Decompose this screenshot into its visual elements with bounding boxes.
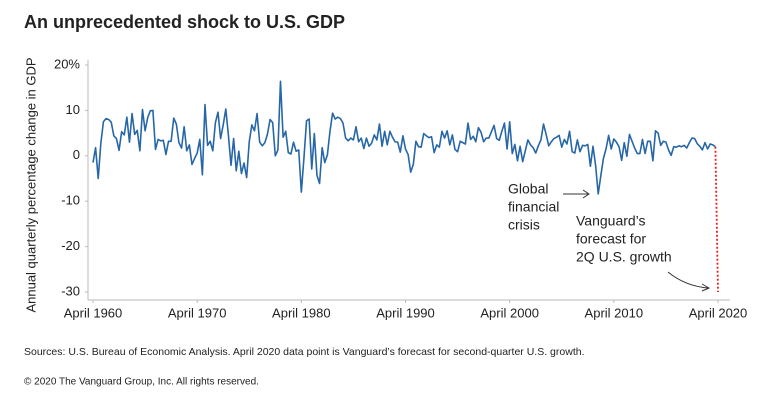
annotation-line: crisis (508, 217, 540, 233)
source-note: Sources: U.S. Bureau of Economic Analysi… (24, 346, 585, 358)
y-tick-label: -30 (61, 283, 80, 298)
chart-title: An unprecedented shock to U.S. GDP (24, 12, 345, 32)
x-tick-label: April 1990 (376, 305, 435, 320)
x-tick-label: April 2010 (585, 305, 644, 320)
annotation-line: 2Q U.S. growth (576, 249, 672, 265)
series-line (714, 146, 719, 293)
annotation: Vanguard’s forecast for 2Q U.S. growth (576, 213, 672, 265)
y-tick-label: 0 (73, 147, 80, 162)
annotation: Global financial crisis (508, 181, 559, 233)
annotation-line: Global (508, 181, 548, 197)
x-tick-label: April 1980 (272, 305, 331, 320)
arrow (563, 189, 590, 199)
x-tick-label: April 1970 (168, 305, 227, 320)
y-axis-label: Annual quarterly percentage change in GD… (23, 57, 38, 312)
annotation-line: Vanguard’s (576, 213, 646, 229)
y-tick-label: -10 (61, 193, 80, 208)
y-tick-label: 20% (54, 56, 80, 71)
annotation-line: financial (508, 199, 559, 215)
y-tick-label: 10 (66, 102, 80, 117)
copyright: © 2020 The Vanguard Group, Inc. All righ… (24, 377, 259, 388)
arrow (667, 271, 711, 292)
x-tick-label: April 1960 (64, 305, 123, 320)
x-tick-label: April 2000 (480, 305, 539, 320)
y-tick-label: -20 (61, 238, 80, 253)
x-tick-label: April 2020 (689, 305, 748, 320)
series-line (92, 80, 716, 195)
annotation-line: forecast for (576, 231, 646, 247)
